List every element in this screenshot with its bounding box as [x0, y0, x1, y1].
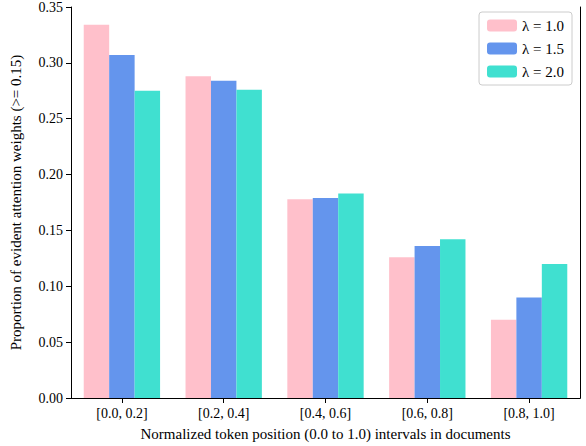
svg-text:λ = 1.5: λ = 1.5	[522, 41, 564, 57]
svg-text:[0.2, 0.4]: [0.2, 0.4]	[198, 406, 249, 421]
svg-text:λ = 2.0: λ = 2.0	[522, 64, 564, 80]
svg-text:0.30: 0.30	[39, 55, 64, 70]
svg-text:Normalized token position (0.0: Normalized token position (0.0 to 1.0) i…	[141, 426, 511, 443]
svg-text:[0.6, 0.8]: [0.6, 0.8]	[402, 406, 453, 421]
svg-text:Proportion of evident attentio: Proportion of evident attention weights …	[8, 55, 25, 351]
svg-text:[0.8, 1.0]: [0.8, 1.0]	[503, 406, 554, 421]
svg-text:0.00: 0.00	[39, 391, 64, 406]
svg-text:0.35: 0.35	[39, 0, 64, 15]
svg-text:[0.4, 0.6]: [0.4, 0.6]	[300, 406, 351, 421]
svg-text:0.15: 0.15	[39, 223, 64, 238]
svg-text:0.05: 0.05	[39, 335, 64, 350]
svg-text:λ = 1.0: λ = 1.0	[522, 18, 564, 34]
svg-text:0.25: 0.25	[39, 111, 64, 126]
svg-text:0.10: 0.10	[39, 279, 64, 294]
svg-text:0.20: 0.20	[39, 167, 64, 182]
svg-text:[0.0, 0.2]: [0.0, 0.2]	[96, 406, 147, 421]
